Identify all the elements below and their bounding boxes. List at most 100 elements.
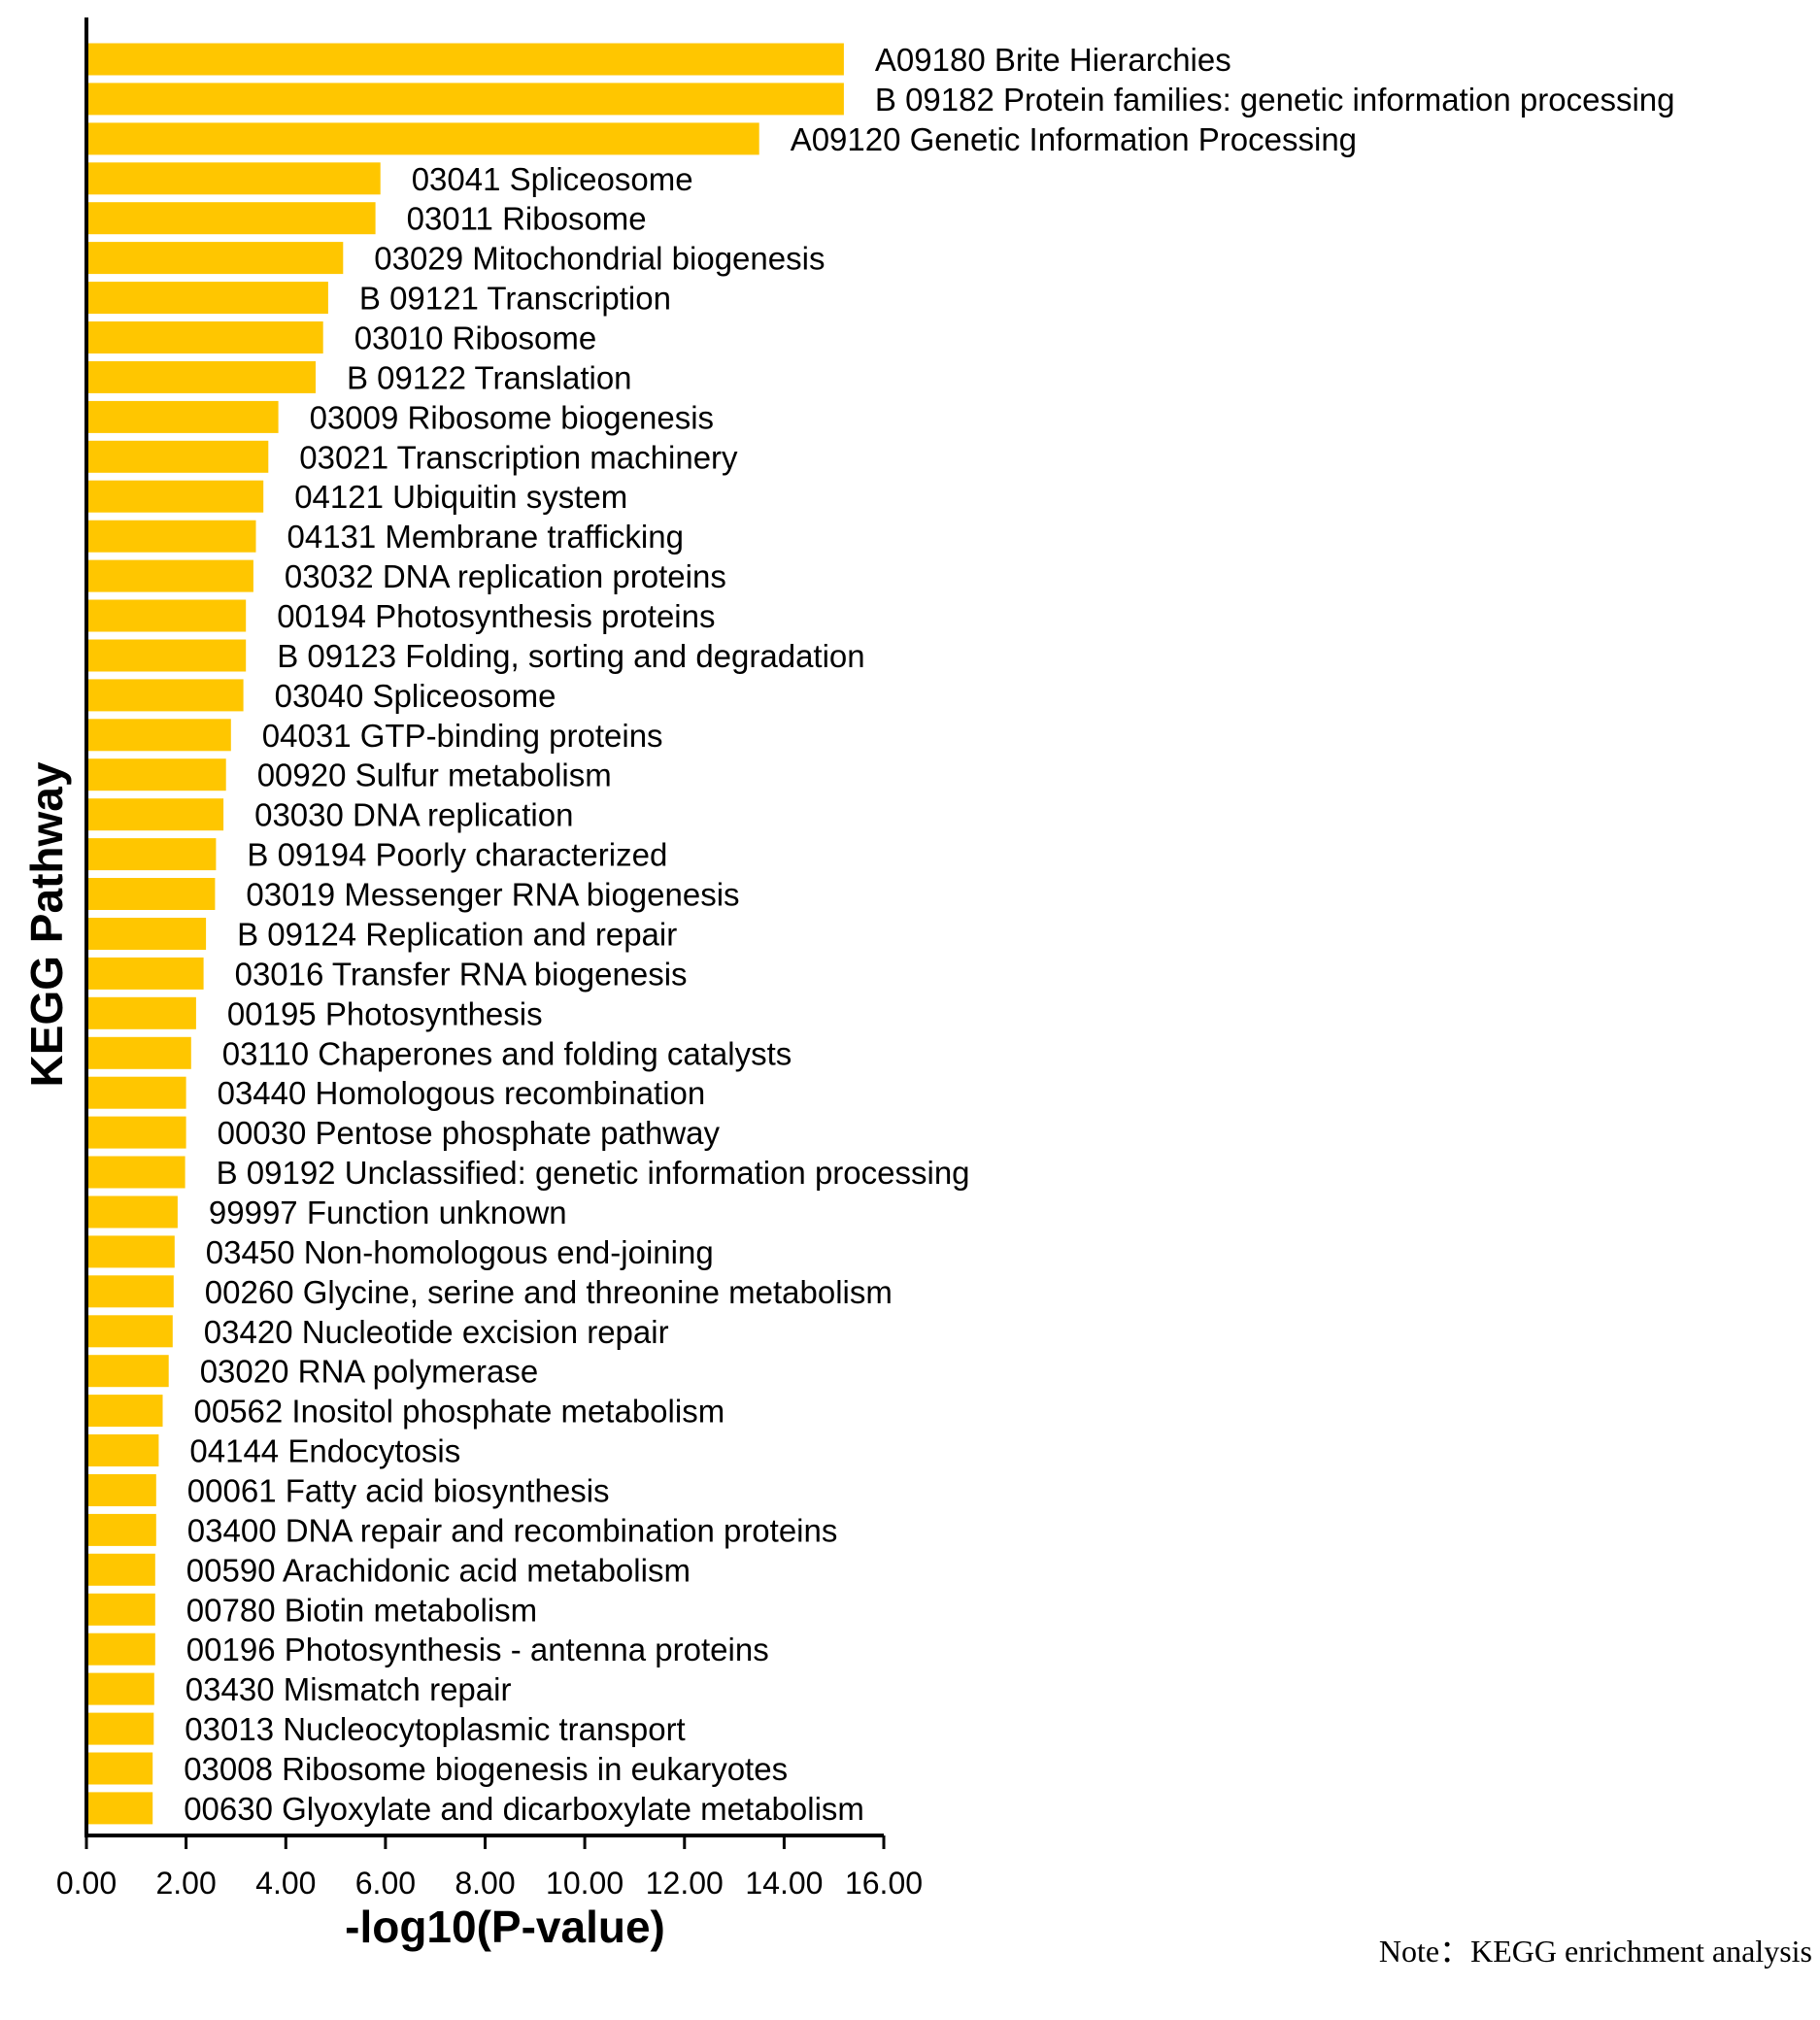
bar-label: 03016 Transfer RNA biogenesis	[235, 956, 688, 992]
bar	[86, 1275, 174, 1308]
bar	[86, 798, 224, 831]
bars	[86, 43, 844, 1825]
bar-label: 00630 Glyoxylate and dicarboxylate metab…	[184, 1791, 864, 1827]
bar-label: 00590 Arachidonic acid metabolism	[186, 1552, 691, 1588]
bar-label: 03420 Nucleotide excision repair	[204, 1314, 669, 1350]
bar-label: 00196 Photosynthesis - antenna proteins	[186, 1632, 769, 1667]
bar-label: B 09182 Protein families: genetic inform…	[875, 82, 1675, 118]
bar	[86, 719, 231, 752]
bar	[86, 838, 217, 871]
bar	[86, 321, 323, 354]
x-tick-label: 6.00	[355, 1866, 416, 1901]
bar	[86, 1235, 175, 1268]
x-tick-label: 4.00	[255, 1866, 316, 1901]
bar-label: 03040 Spliceosome	[275, 678, 556, 714]
bar	[86, 1513, 156, 1546]
bar	[86, 957, 204, 990]
bar-label: 03032 DNA replication proteins	[285, 558, 726, 594]
bar	[86, 639, 247, 672]
bar	[86, 878, 216, 910]
bar-label: 03440 Homologous recombination	[218, 1075, 706, 1111]
bar-label: 00562 Inositol phosphate metabolism	[194, 1394, 725, 1430]
bar-label: 03430 Mismatch repair	[185, 1671, 512, 1707]
bar-label: 03013 Nucleocytoplasmic transport	[185, 1711, 685, 1747]
bar-label: 03110 Chaperones and folding catalysts	[222, 1035, 792, 1071]
bar	[86, 1036, 191, 1069]
bar	[86, 1434, 159, 1466]
bar-label: 99997 Function unknown	[209, 1195, 567, 1230]
bar-label: 03008 Ribosome biogenesis in eukaryotes	[184, 1751, 788, 1787]
bar	[86, 440, 269, 473]
bar-label: B 09123 Folding, sorting and degradation	[277, 638, 864, 674]
bar	[86, 242, 344, 275]
x-tick-label: 10.00	[546, 1866, 624, 1901]
bar	[86, 480, 264, 513]
bar-label: 00260 Glycine, serine and threonine meta…	[205, 1274, 893, 1310]
bar	[86, 122, 759, 155]
bar-label: 00030 Pentose phosphate pathway	[218, 1115, 721, 1151]
bar	[86, 162, 381, 195]
note-text: Note：KEGG enrichment analysis	[1379, 1934, 1812, 1969]
x-tick-label: 8.00	[455, 1866, 515, 1901]
bar	[86, 1792, 153, 1825]
bar-label: 03021 Transcription machinery	[299, 439, 738, 475]
bar-label: 00061 Fatty acid biosynthesis	[187, 1473, 610, 1509]
bar	[86, 1633, 155, 1666]
x-tick-label: 0.00	[56, 1866, 117, 1901]
bar-label: 04131 Membrane trafficking	[287, 519, 684, 555]
bar-label: 03450 Non-homologous end-joining	[206, 1234, 714, 1270]
bar	[86, 360, 316, 393]
bar	[86, 1474, 156, 1506]
bar	[86, 1315, 173, 1348]
bar-label: 03400 DNA repair and recombination prote…	[187, 1512, 838, 1548]
bar-label: 03009 Ribosome biogenesis	[310, 399, 714, 435]
bar	[86, 520, 256, 553]
bar	[86, 918, 207, 950]
bar	[86, 559, 253, 592]
bar-label: 03041 Spliceosome	[412, 161, 693, 197]
x-tick-label: 2.00	[155, 1866, 216, 1901]
x-axis-ticks: 0.00 2.00 4.00 6.00 8.00 10.00 12.00 14.00 16.00	[56, 1835, 923, 1901]
bar-label: 03011 Ribosome	[407, 201, 647, 237]
bar-label: 03010 Ribosome	[354, 320, 597, 356]
bar	[86, 1195, 178, 1229]
bar-label: 03020 RNA polymerase	[200, 1354, 539, 1390]
bar	[86, 1355, 169, 1388]
bar	[86, 1156, 185, 1189]
y-axis-title: KEGG Pathway	[21, 761, 72, 1087]
bar	[86, 43, 844, 76]
bar	[86, 1116, 186, 1149]
x-tick-label: 16.00	[845, 1866, 923, 1901]
bar-label: B 09122 Translation	[347, 359, 632, 395]
bar-label: 00920 Sulfur metabolism	[257, 758, 612, 793]
bar-label: A09180 Brite Hierarchies	[875, 42, 1231, 78]
bar-labels: A09180 Brite Hierarchies B 09182 Protein …	[184, 42, 1674, 1827]
bar-label: B 09194 Poorly characterized	[247, 837, 667, 873]
bar	[86, 758, 226, 791]
bar	[86, 996, 196, 1029]
bar	[86, 1395, 163, 1428]
bar	[86, 83, 844, 116]
bar-label: 00780 Biotin metabolism	[186, 1592, 537, 1628]
bar	[86, 1752, 153, 1785]
x-tick-label: 14.00	[745, 1866, 823, 1901]
bar-label: 04031 GTP-binding proteins	[262, 718, 663, 754]
x-axis-title: -log10(P-value)	[345, 1902, 665, 1952]
bar	[86, 679, 244, 712]
bar	[86, 1672, 154, 1705]
bar	[86, 282, 328, 315]
bar-label: 00195 Photosynthesis	[227, 995, 543, 1031]
bar	[86, 1712, 154, 1745]
bar	[86, 1076, 186, 1109]
bar-label: A09120 Genetic Information Processing	[791, 121, 1357, 157]
bar-label: 04144 Endocytosis	[189, 1433, 460, 1469]
bar	[86, 1593, 155, 1626]
bar-label: B 09192 Unclassified: genetic informatio…	[217, 1155, 970, 1191]
bar-label: B 09121 Transcription	[359, 281, 671, 317]
bar-label: B 09124 Replication and repair	[237, 917, 677, 953]
bar	[86, 1553, 155, 1586]
bar-label: 03030 DNA replication	[254, 797, 573, 833]
bar	[86, 599, 247, 632]
bar-label: 03029 Mitochondrial biogenesis	[374, 241, 825, 277]
